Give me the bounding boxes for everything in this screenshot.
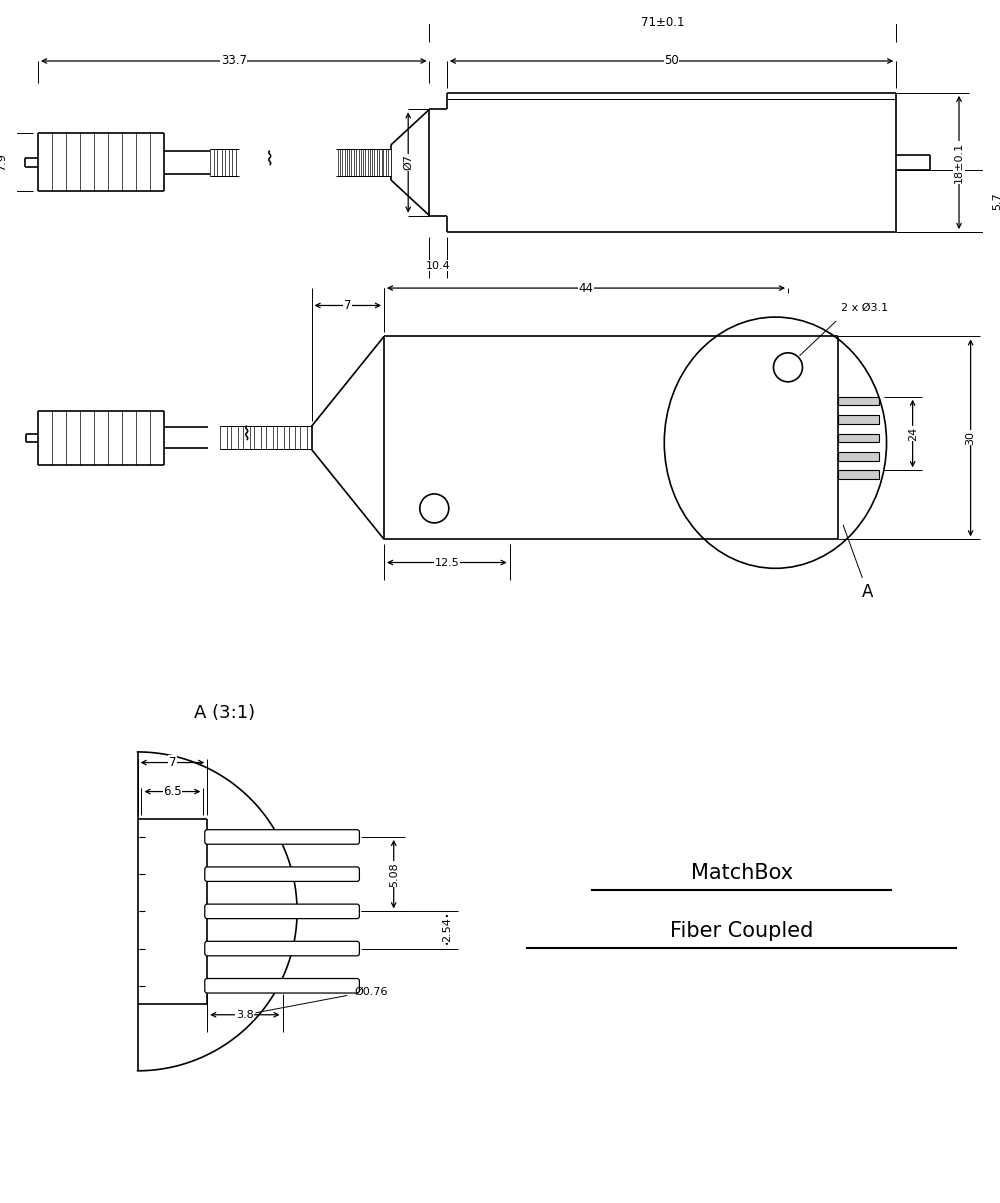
Bar [266, 426, 273, 450]
Bar [374, 149, 377, 176]
Bar [351, 149, 354, 176]
Text: 6.5: 6.5 [163, 786, 182, 798]
FancyBboxPatch shape [205, 905, 359, 919]
Bar [342, 149, 345, 176]
Text: A (3:1): A (3:1) [194, 704, 255, 722]
Text: A: A [862, 583, 873, 602]
Bar [347, 149, 349, 176]
Bar [838, 470, 879, 479]
Text: 24: 24 [908, 426, 918, 440]
Bar [225, 149, 229, 176]
Bar [210, 149, 214, 176]
Bar [254, 426, 261, 450]
Bar [277, 426, 284, 450]
Bar [300, 426, 307, 450]
Bar [388, 149, 391, 176]
Text: 2.54: 2.54 [442, 918, 452, 942]
Bar [838, 397, 879, 405]
Text: 3.8: 3.8 [236, 1009, 254, 1020]
Text: Ø0.76: Ø0.76 [355, 986, 388, 996]
Text: ⌇: ⌇ [265, 150, 275, 170]
Bar [838, 433, 879, 443]
Bar [243, 426, 250, 450]
Bar [838, 415, 879, 423]
Bar [289, 426, 295, 450]
Text: 12.5: 12.5 [434, 557, 459, 568]
Text: Ø7: Ø7 [403, 154, 413, 171]
Text: 10.4: 10.4 [426, 261, 451, 271]
Text: 44: 44 [579, 282, 594, 295]
FancyBboxPatch shape [205, 830, 359, 845]
Text: 7: 7 [344, 300, 352, 312]
Text: 50: 50 [664, 54, 679, 67]
Text: Fiber Coupled: Fiber Coupled [670, 920, 813, 941]
Text: 5.7: 5.7 [993, 192, 1000, 211]
Text: 71±0.1: 71±0.1 [641, 16, 685, 29]
Bar [838, 452, 879, 461]
Text: 7: 7 [169, 755, 176, 769]
Text: ⌇: ⌇ [242, 426, 252, 444]
Bar [365, 149, 368, 176]
Text: 18±0.1: 18±0.1 [954, 142, 964, 183]
Bar [356, 149, 359, 176]
Text: 33.7: 33.7 [221, 54, 247, 67]
Bar [370, 149, 372, 176]
Circle shape [420, 494, 449, 523]
Bar [379, 149, 382, 176]
Bar [231, 426, 238, 450]
Bar [361, 149, 363, 176]
Text: 30: 30 [966, 431, 976, 445]
Text: 5.08: 5.08 [389, 861, 399, 887]
Text: 7.9: 7.9 [0, 154, 7, 171]
FancyBboxPatch shape [205, 941, 359, 956]
Text: MatchBox: MatchBox [691, 863, 793, 883]
Bar [217, 149, 222, 176]
FancyBboxPatch shape [205, 867, 359, 882]
Bar [232, 149, 236, 176]
Text: 2 x Ø3.1: 2 x Ø3.1 [841, 302, 888, 313]
Bar [383, 149, 386, 176]
Bar [220, 426, 227, 450]
Circle shape [773, 352, 802, 381]
Bar [338, 149, 340, 176]
FancyBboxPatch shape [205, 978, 359, 992]
